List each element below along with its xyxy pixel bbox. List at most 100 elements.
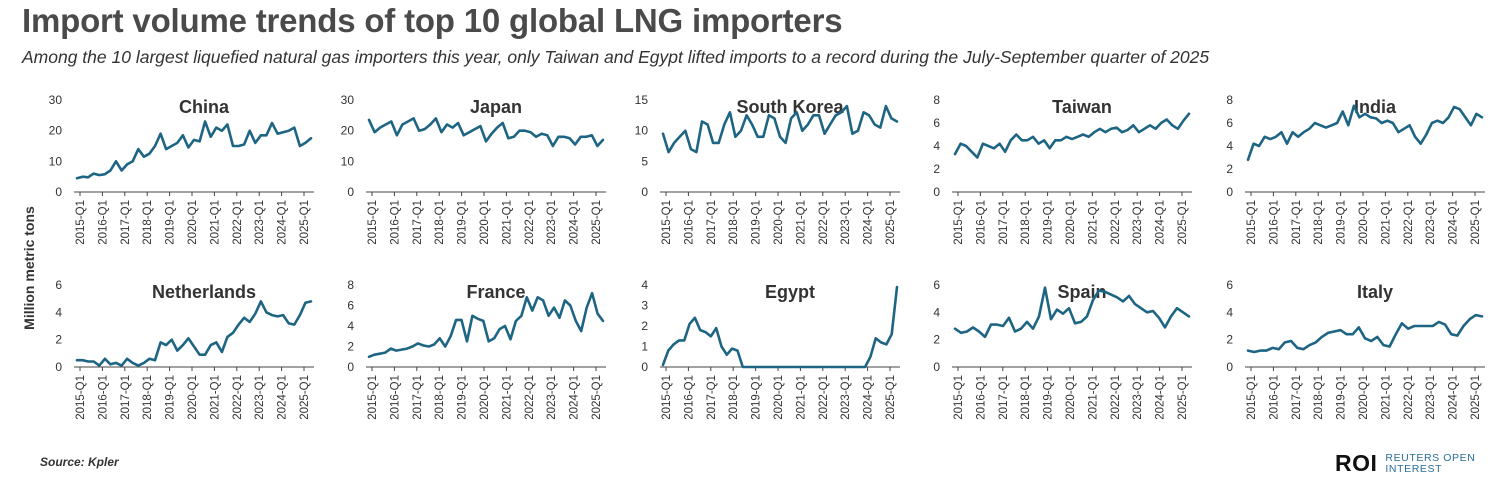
panel-title: South Korea bbox=[736, 97, 844, 117]
chart-south-korea: South Korea 0 5 10 15 2015-Q1 2016-Q1 2017-Q1 20… bbox=[635, 93, 900, 245]
x-tick-label: 2020-Q1 bbox=[773, 200, 785, 245]
y-tick-label: 4 bbox=[1226, 305, 1233, 319]
x-tick-label: 2023-Q1 bbox=[1425, 375, 1437, 420]
x-tick-label: 2017-Q1 bbox=[412, 375, 424, 420]
x-tick-label: 2019-Q1 bbox=[1043, 200, 1055, 245]
x-tick-label: 2016-Q1 bbox=[389, 375, 401, 420]
x-tick-label: 2018-Q1 bbox=[728, 375, 740, 420]
y-tick-label: 20 bbox=[341, 124, 355, 138]
y-tick-label: 6 bbox=[55, 278, 62, 292]
y-tick-label: 10 bbox=[341, 154, 355, 168]
series-line bbox=[1246, 104, 1484, 162]
series-line bbox=[1246, 313, 1484, 354]
x-tick-label: 2019-Q1 bbox=[751, 375, 763, 420]
x-tick-label: 2023-Q1 bbox=[840, 200, 852, 245]
y-tick-label: 0 bbox=[641, 185, 648, 199]
x-tick-label: 2024-Q1 bbox=[277, 375, 289, 420]
panel-title: Egypt bbox=[765, 282, 815, 302]
panel-title: China bbox=[179, 97, 230, 117]
x-tick-label: 2016-Q1 bbox=[975, 200, 987, 245]
y-tick-label: 0 bbox=[933, 360, 940, 374]
brand-line-1: REUTERS OPEN bbox=[1385, 451, 1476, 464]
x-tick-label: 2025-Q1 bbox=[1470, 200, 1482, 245]
x-tick-label: 2018-Q1 bbox=[1020, 200, 1032, 245]
chart-subtitle: Among the 10 largest liquefied natural g… bbox=[22, 47, 1210, 67]
brand-line-2: INTEREST bbox=[1385, 462, 1443, 475]
x-tick-label: 2015-Q1 bbox=[367, 375, 379, 420]
roi-logo-text: ROI bbox=[1335, 450, 1378, 476]
x-tick-label: 2021-Q1 bbox=[795, 200, 807, 245]
y-tick-label: 15 bbox=[635, 93, 649, 107]
x-tick-label: 2022-Q1 bbox=[1403, 200, 1415, 245]
x-tick-label: 2015-Q1 bbox=[75, 375, 87, 420]
x-tick-label: 2022-Q1 bbox=[232, 200, 244, 245]
chart-netherlands: Netherlands 0 2 4 6 2015-Q1 2016-Q1 2017-Q1 2018… bbox=[55, 278, 314, 420]
chart-india: India 0 2 4 6 8 2015-Q1 2016-Q1 2017-Q1 2018-Q1 20… bbox=[1226, 93, 1485, 245]
panel-title: India bbox=[1354, 97, 1397, 117]
y-tick-label: 10 bbox=[49, 154, 63, 168]
x-tick-label: 2024-Q1 bbox=[569, 375, 581, 420]
x-tick-label: 2017-Q1 bbox=[412, 200, 424, 245]
chart-china: China 0 10 20 30 2015-Q1 2016-Q1 2017-Q1 2018-Q1… bbox=[49, 93, 314, 245]
x-tick-label: 2021-Q1 bbox=[209, 375, 221, 420]
chart-title: Import volume trends of top 10 global LN… bbox=[22, 2, 843, 39]
x-tick-label: 2018-Q1 bbox=[434, 200, 446, 245]
y-tick-label: 2 bbox=[55, 333, 62, 347]
chart-france: France 0 2 4 6 8 2015-Q1 2016-Q1 2017-Q1 2018-Q1 2… bbox=[347, 278, 606, 420]
x-tick-label: 2021-Q1 bbox=[501, 200, 513, 245]
x-tick-label: 2019-Q1 bbox=[165, 200, 177, 245]
x-tick-label: 2023-Q1 bbox=[1132, 200, 1144, 245]
y-tick-label: 8 bbox=[933, 93, 940, 107]
y-tick-label: 0 bbox=[1226, 360, 1233, 374]
y-tick-label: 2 bbox=[933, 162, 940, 176]
x-tick-label: 2021-Q1 bbox=[1087, 375, 1099, 420]
x-tick-label: 2023-Q1 bbox=[840, 375, 852, 420]
chart-taiwan: Taiwan 0 2 4 6 8 2015-Q1 2016-Q1 2017-Q1 2018-Q1 2… bbox=[933, 93, 1192, 245]
y-tick-label: 0 bbox=[347, 360, 354, 374]
series-line bbox=[75, 300, 313, 367]
x-tick-label: 2024-Q1 bbox=[863, 375, 875, 420]
x-tick-label: 2020-Q1 bbox=[1065, 375, 1077, 420]
x-tick-label: 2015-Q1 bbox=[661, 375, 673, 420]
x-tick-label: 2020-Q1 bbox=[479, 375, 491, 420]
x-tick-label: 2016-Q1 bbox=[97, 200, 109, 245]
y-tick-label: 0 bbox=[55, 360, 62, 374]
x-tick-label: 2019-Q1 bbox=[1336, 200, 1348, 245]
x-tick-label: 2018-Q1 bbox=[142, 200, 154, 245]
panel-title: Taiwan bbox=[1052, 97, 1112, 117]
x-tick-label: 2021-Q1 bbox=[501, 375, 513, 420]
y-tick-label: 4 bbox=[641, 278, 648, 292]
x-tick-label: 2015-Q1 bbox=[1246, 375, 1258, 420]
x-tick-label: 2016-Q1 bbox=[683, 200, 695, 245]
x-tick-label: 2015-Q1 bbox=[953, 200, 965, 245]
x-tick-label: 2020-Q1 bbox=[187, 375, 199, 420]
x-tick-label: 2019-Q1 bbox=[751, 200, 763, 245]
x-tick-label: 2022-Q1 bbox=[1403, 375, 1415, 420]
y-tick-label: 1 bbox=[641, 340, 648, 354]
x-tick-label: 2018-Q1 bbox=[728, 200, 740, 245]
x-tick-label: 2024-Q1 bbox=[277, 200, 289, 245]
x-tick-label: 2025-Q1 bbox=[591, 200, 603, 245]
x-tick-label: 2016-Q1 bbox=[1268, 200, 1280, 245]
y-tick-label: 6 bbox=[1226, 278, 1233, 292]
panel-title: France bbox=[466, 282, 525, 302]
reuters-open-interest-logo: ROI REUTERS OPEN INTEREST bbox=[1335, 450, 1475, 477]
x-tick-label: 2021-Q1 bbox=[209, 200, 221, 245]
x-tick-label: 2016-Q1 bbox=[683, 375, 695, 420]
x-tick-label: 2020-Q1 bbox=[1065, 200, 1077, 245]
y-tick-label: 30 bbox=[341, 93, 355, 107]
y-tick-label: 8 bbox=[1226, 93, 1233, 107]
x-tick-label: 2016-Q1 bbox=[97, 375, 109, 420]
x-tick-label: 2025-Q1 bbox=[885, 375, 897, 420]
x-tick-label: 2025-Q1 bbox=[1177, 375, 1189, 420]
y-tick-label: 4 bbox=[933, 139, 940, 153]
y-tick-label: 0 bbox=[641, 360, 648, 374]
x-tick-label: 2024-Q1 bbox=[1155, 375, 1167, 420]
x-tick-label: 2017-Q1 bbox=[1291, 200, 1303, 245]
x-tick-label: 2025-Q1 bbox=[299, 200, 311, 245]
x-tick-label: 2025-Q1 bbox=[1177, 200, 1189, 245]
x-tick-label: 2024-Q1 bbox=[1155, 200, 1167, 245]
x-tick-label: 2019-Q1 bbox=[1043, 375, 1055, 420]
x-tick-label: 2020-Q1 bbox=[773, 375, 785, 420]
